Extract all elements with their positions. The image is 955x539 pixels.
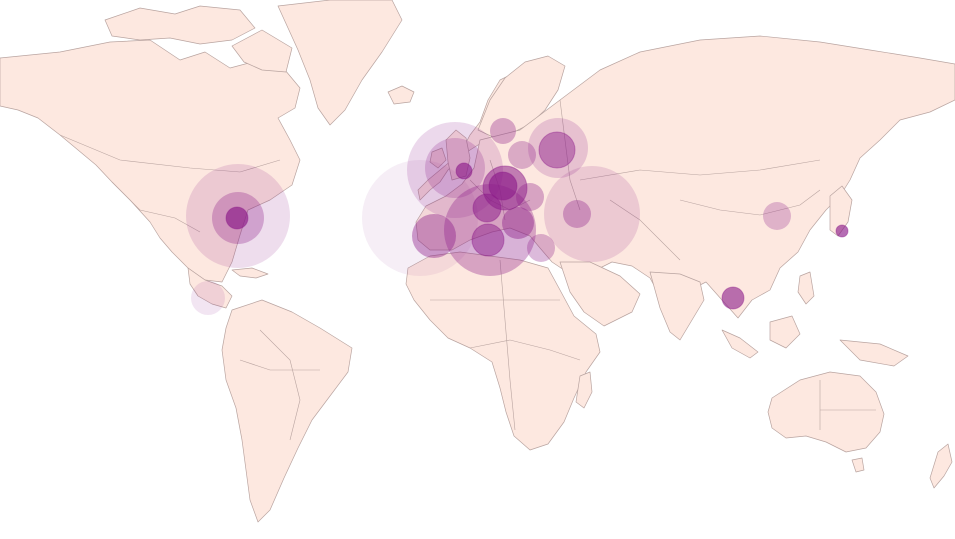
marker-ring-thailand — [721, 286, 745, 310]
land-philippines — [797, 271, 815, 305]
marker-ireland-uk[interactable] — [425, 138, 485, 198]
marker-greece[interactable] — [527, 234, 555, 262]
land-cuba — [231, 267, 269, 279]
marker-ring-central-europe — [488, 171, 518, 201]
land-arctic-islands — [104, 5, 256, 45]
border-central-asia — [609, 199, 681, 261]
land-borneo — [769, 315, 801, 349]
marker-central-europe[interactable] — [489, 172, 517, 200]
land-sumatra — [721, 329, 759, 359]
land-south-america — [221, 299, 353, 523]
border-south-america — [259, 329, 301, 441]
marker-ring-balkans — [472, 193, 502, 223]
marker-baltic[interactable] — [508, 141, 536, 169]
border-africa-vertical — [499, 259, 516, 431]
land-new-guinea — [839, 339, 909, 367]
border-usa-mexico — [111, 181, 201, 233]
border-china — [679, 189, 821, 216]
marker-portugal-west[interactable] — [362, 160, 478, 276]
land-layer — [0, 0, 955, 523]
marker-ring-east-usa-core — [225, 206, 249, 230]
marker-ring-rome — [471, 223, 505, 257]
bubble-layer — [186, 118, 849, 315]
land-japan — [829, 185, 853, 237]
land-india — [649, 271, 705, 341]
land-baffin — [231, 29, 293, 73]
marker-ring-moscow — [538, 131, 576, 169]
land-central-america — [187, 267, 233, 309]
country-borders — [59, 99, 876, 441]
land-eurasia — [415, 35, 955, 319]
marker-istanbul[interactable] — [563, 200, 591, 228]
marker-london[interactable] — [456, 163, 472, 179]
land-ireland — [429, 147, 447, 169]
land-tasmania — [851, 457, 865, 473]
land-greenland — [277, 0, 403, 126]
border-south-america-2 — [239, 359, 320, 371]
border-russia-south — [579, 159, 821, 181]
border-africa-center — [469, 339, 581, 361]
border-australia — [819, 380, 876, 430]
marker-poland[interactable] — [516, 183, 544, 211]
marker-ring-japan — [835, 224, 849, 238]
marker-spain[interactable] — [412, 214, 456, 258]
marker-ring-london — [455, 162, 473, 180]
border-usa-canada — [59, 134, 281, 173]
land-africa — [405, 251, 601, 451]
border-russia-west — [559, 99, 581, 211]
marker-switzerland[interactable] — [502, 207, 534, 239]
marker-moscow[interactable] — [539, 132, 575, 168]
marker-france-uk[interactable] — [407, 122, 503, 218]
marker-moscow-region[interactable] — [528, 118, 588, 178]
marker-east-usa-core[interactable] — [226, 207, 248, 229]
marker-japan[interactable] — [836, 225, 848, 237]
marker-thailand[interactable] — [722, 287, 744, 309]
marker-ring-germany — [482, 165, 528, 211]
marker-central-america[interactable] — [191, 281, 225, 315]
marker-china[interactable] — [763, 202, 791, 230]
marker-scandinavia[interactable] — [490, 118, 516, 144]
land-new-zealand — [929, 443, 953, 489]
land-iceland — [387, 85, 415, 105]
land-australia — [767, 371, 885, 453]
land-madagascar — [575, 371, 593, 409]
marker-rome[interactable] — [472, 224, 504, 256]
land-arabia — [559, 261, 641, 327]
marker-balkans[interactable] — [473, 194, 501, 222]
marker-turkey[interactable] — [544, 166, 640, 262]
